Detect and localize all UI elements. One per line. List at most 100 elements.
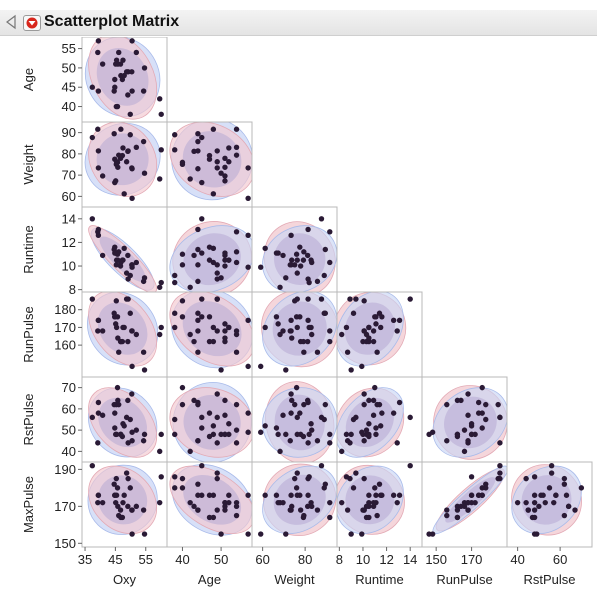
data-point [280,328,286,334]
data-point [206,514,213,521]
data-point [321,310,327,316]
data-point [407,414,413,421]
data-point [123,414,130,421]
data-point [141,531,148,537]
data-point [172,485,178,491]
data-point [112,425,118,431]
data-point [396,317,403,324]
data-point [195,226,201,233]
data-point [210,423,217,429]
data-point [95,126,101,132]
data-point [294,470,300,476]
data-point [327,328,333,334]
data-point [327,229,333,235]
cell-age-vs-oxy [81,37,168,123]
red-triangle-menu-button[interactable] [23,15,41,31]
cell-rstpulse-vs-age [166,376,253,463]
data-point [350,485,357,491]
y-axis-title: RstPulse [21,393,36,445]
data-point [214,475,220,482]
data-point [199,314,205,320]
data-point [373,499,379,506]
data-point [301,349,307,355]
data-point [226,257,232,263]
data-point [339,499,345,506]
x-tick-label: 8 [336,552,343,567]
data-point [531,507,538,513]
density-ellipse-group [262,463,337,537]
data-point [120,421,126,427]
y-tick-label: 8 [69,282,76,297]
data-point [95,49,101,56]
y-axis-title: Age [21,68,36,91]
data-point [116,512,122,519]
collapse-disclosure-icon[interactable] [4,14,18,30]
data-point [222,397,228,404]
data-point [396,492,403,498]
data-point [172,279,178,286]
data-point [479,485,485,491]
data-point [572,507,578,513]
data-point [95,328,101,334]
data-point [245,531,251,537]
data-point [309,427,315,433]
data-point [140,138,147,145]
data-point [222,178,228,184]
data-point [465,440,471,446]
data-point [210,259,217,266]
data-point [191,503,197,510]
point-group [258,216,333,290]
data-point [454,431,461,438]
x-tick-label: 60 [255,552,269,567]
data-point [327,338,333,345]
data-point [120,57,126,63]
data-point [304,338,311,345]
y-tick-label: 55 [62,41,76,56]
scatterplot-matrix: Age40455055Weight60708090Runtime8101214R… [21,37,593,587]
data-point [199,179,205,186]
data-point [347,296,353,302]
data-point [89,296,96,302]
data-point [376,481,383,487]
y-tick-label: 160 [54,338,76,353]
data-point [495,401,501,408]
data-point [120,145,126,151]
data-point [114,485,121,491]
data-point [95,499,101,506]
y-axis-weight: Weight 60 70 80 90 [21,125,82,204]
density-ellipse-group [87,387,158,458]
data-point [95,410,102,416]
y-tick-label: 45 [62,80,76,95]
x-tick-label: 60 [553,552,567,567]
data-point [258,264,264,270]
data-point [222,321,228,327]
data-point [89,84,96,90]
y-tick-label: 60 [62,401,76,416]
cell-runtime-vs-age [166,206,253,293]
y-tick-label: 80 [62,146,76,161]
density-ellipse-overlap [183,233,241,286]
data-point [280,499,286,506]
data-point [226,324,232,331]
data-point [214,328,220,334]
data-point [262,245,268,252]
data-point [293,485,300,491]
data-point [361,475,367,482]
data-point [115,503,121,510]
data-point [114,103,121,110]
data-point [233,512,240,519]
point-group [172,462,251,537]
data-point [125,252,131,259]
x-axis-title: RunPulse [436,572,492,587]
data-point [210,514,217,521]
cell-maxpulse-vs-rstpulse [506,461,593,548]
title-bar [0,10,597,36]
data-point [218,431,224,438]
data-point [179,159,186,166]
data-point [366,503,372,510]
point-group [89,216,164,290]
data-point [288,232,294,239]
data-point [297,244,303,250]
data-point [531,492,538,498]
data-point [288,317,294,324]
